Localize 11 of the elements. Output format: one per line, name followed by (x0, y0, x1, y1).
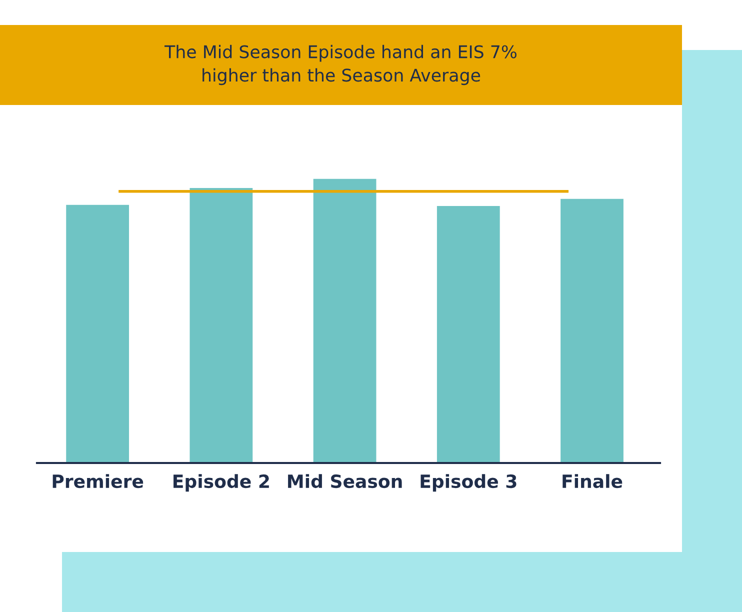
bar (188, 186, 254, 463)
bar (436, 204, 502, 463)
bar (559, 197, 625, 463)
x-tick-label: Finale (562, 474, 622, 488)
x-tick-label: Episode 2 (174, 474, 269, 492)
x-tick-label: Episode 3 (420, 474, 516, 492)
x-tick-label: Premiere (52, 474, 144, 488)
x-tick-label: Mid Season (288, 474, 402, 488)
bar (64, 203, 130, 463)
bar (312, 178, 378, 463)
chart-title: The Mid Season Episode hand an EIS 7% higher than the Season Average (164, 44, 516, 86)
